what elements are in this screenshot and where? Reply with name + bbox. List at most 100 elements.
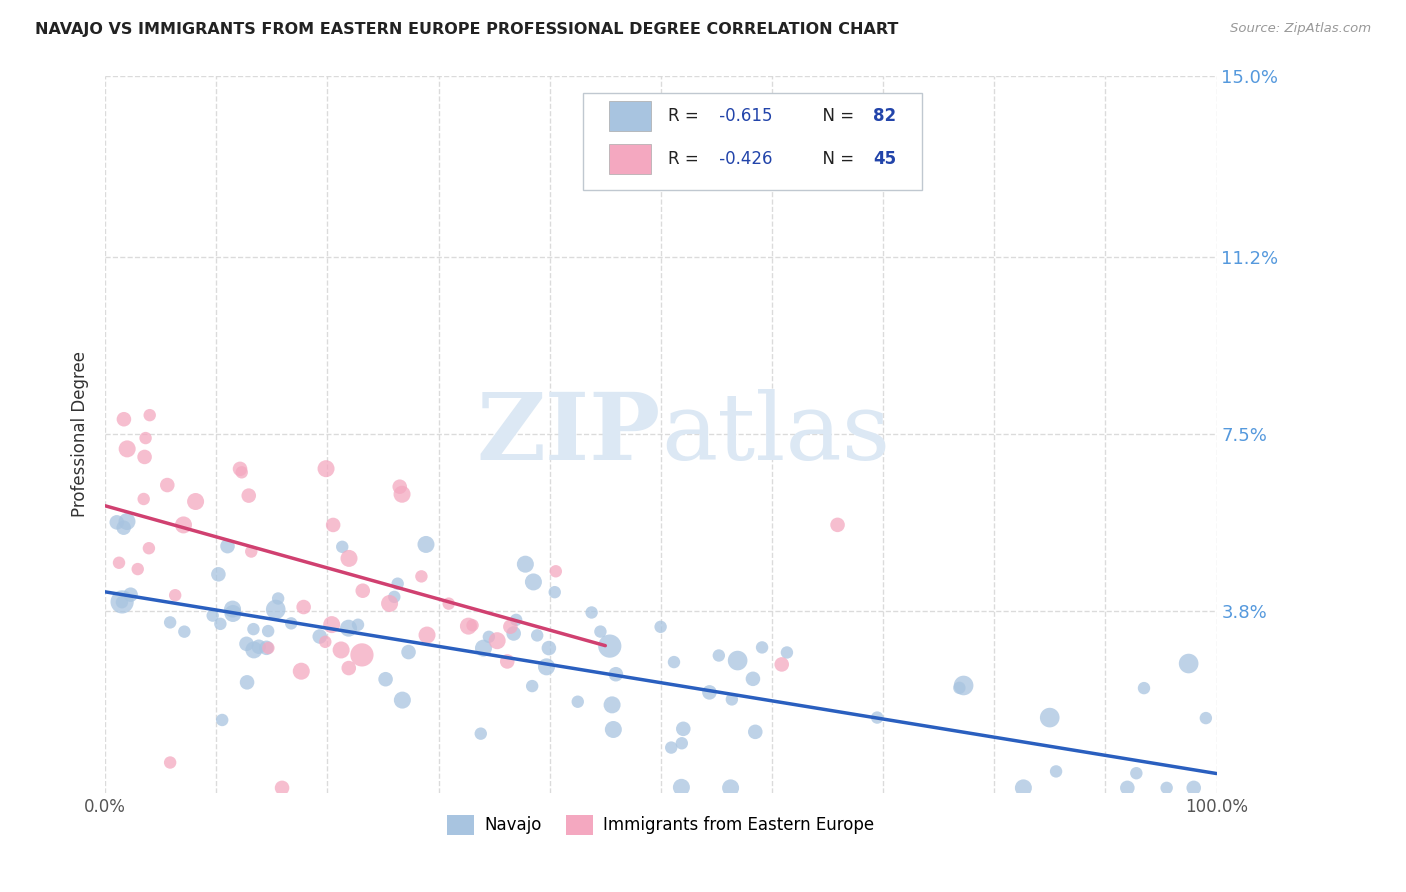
Point (243, 643, 266, 657)
Point (866, 710, 889, 724)
Point (314, 635, 336, 649)
Point (1116, 780, 1139, 795)
Point (135, 431, 157, 445)
Point (720, 780, 742, 795)
Point (1156, 780, 1178, 795)
Point (138, 408, 160, 422)
Point (605, 667, 627, 681)
Point (1125, 766, 1147, 780)
Point (650, 620, 672, 634)
Point (437, 597, 460, 611)
Point (105, 516, 128, 530)
Point (770, 657, 793, 672)
Point (108, 556, 131, 570)
Point (948, 681, 970, 695)
FancyBboxPatch shape (583, 94, 922, 190)
Point (337, 551, 360, 566)
Point (254, 640, 277, 655)
Point (111, 595, 134, 609)
Point (391, 487, 413, 501)
Point (707, 648, 730, 663)
Text: -0.615: -0.615 (714, 107, 773, 126)
Point (112, 521, 135, 535)
Point (271, 780, 294, 795)
Point (387, 576, 409, 591)
Point (221, 602, 243, 616)
Point (461, 618, 484, 632)
Point (115, 515, 138, 529)
Point (600, 698, 623, 712)
Point (536, 660, 558, 674)
Text: -0.426: -0.426 (714, 150, 773, 168)
Point (217, 539, 239, 553)
Point (292, 600, 315, 615)
Point (478, 630, 501, 644)
Point (1177, 657, 1199, 671)
Point (337, 621, 360, 635)
Point (184, 494, 207, 508)
Point (526, 628, 548, 642)
Point (235, 637, 257, 651)
Point (120, 588, 142, 602)
Point (211, 713, 233, 727)
Text: ZIP: ZIP (477, 389, 661, 479)
Point (1045, 764, 1067, 779)
Point (156, 478, 179, 492)
Point (165, 588, 187, 602)
Point (537, 641, 560, 656)
Text: Source: ZipAtlas.com: Source: ZipAtlas.com (1230, 22, 1371, 36)
Point (138, 541, 160, 556)
Point (240, 544, 263, 558)
Point (247, 640, 270, 654)
Point (201, 608, 224, 623)
Bar (609, 144, 651, 174)
Point (470, 726, 492, 740)
Point (751, 640, 773, 655)
Point (257, 624, 280, 638)
Point (350, 648, 373, 662)
Point (486, 633, 509, 648)
Point (727, 654, 749, 668)
Point (411, 569, 433, 583)
Point (173, 624, 195, 639)
Point (391, 693, 413, 707)
Point (502, 626, 524, 640)
Point (257, 640, 280, 655)
Point (744, 724, 766, 739)
Point (242, 622, 264, 636)
Point (231, 466, 253, 480)
Point (581, 606, 603, 620)
Point (671, 780, 693, 795)
Point (315, 461, 337, 475)
Point (378, 597, 401, 611)
Point (111, 595, 134, 609)
Point (112, 412, 135, 426)
Point (159, 756, 181, 770)
Point (544, 564, 567, 578)
Point (322, 518, 344, 533)
Point (671, 736, 693, 750)
Point (1039, 710, 1062, 724)
Point (699, 685, 721, 699)
Point (827, 517, 849, 532)
Point (330, 540, 353, 554)
Point (209, 616, 232, 631)
Point (173, 517, 195, 532)
Point (229, 462, 252, 476)
Text: R =: R = (668, 107, 703, 126)
Point (115, 442, 138, 456)
Point (238, 489, 260, 503)
Point (398, 645, 420, 659)
Point (659, 740, 682, 755)
Point (308, 630, 330, 644)
Point (330, 643, 353, 657)
Text: 45: 45 (873, 150, 896, 168)
Point (952, 678, 974, 692)
Text: NAVAJO VS IMMIGRANTS FROM EASTERN EUROPE PROFESSIONAL DEGREE CORRELATION CHART: NAVAJO VS IMMIGRANTS FROM EASTERN EUROPE… (35, 22, 898, 37)
Point (416, 628, 439, 642)
Point (602, 723, 624, 737)
Point (1195, 711, 1218, 725)
Point (267, 591, 290, 606)
Point (337, 661, 360, 675)
Legend: Navajo, Immigrants from Eastern Europe: Navajo, Immigrants from Eastern Europe (447, 815, 875, 835)
